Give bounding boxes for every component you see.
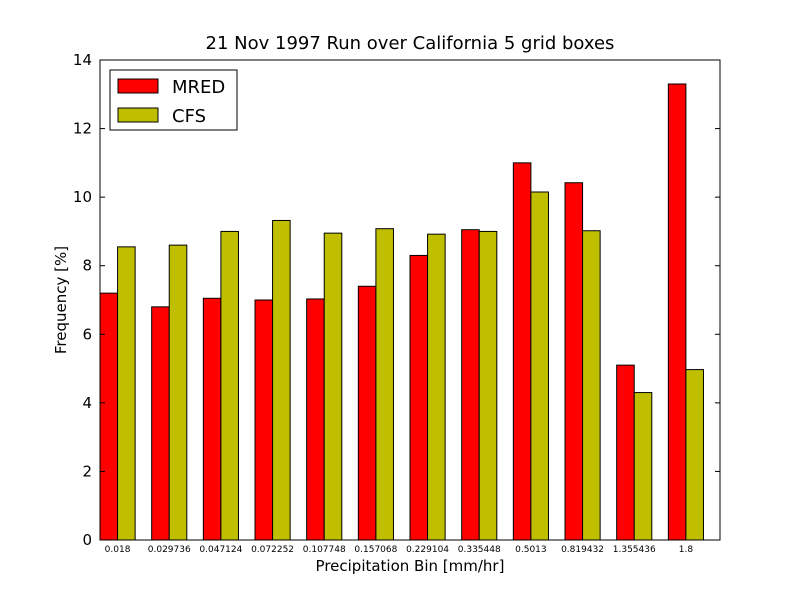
x-tick-label: 0.335448 bbox=[458, 545, 501, 555]
x-tick-label: 0.157068 bbox=[354, 545, 397, 555]
bar-cfs-5 bbox=[375, 228, 394, 541]
bar-mred-4 bbox=[306, 298, 325, 541]
bar-cfs-7 bbox=[478, 230, 498, 541]
bar-mred-9 bbox=[564, 182, 584, 541]
x-tick-label: 0.047124 bbox=[199, 545, 242, 555]
y-tick-label: 14 bbox=[73, 51, 92, 69]
bar-cfs-6 bbox=[427, 233, 446, 541]
x-tick-label: 0.072252 bbox=[251, 545, 294, 555]
bar-mred-5 bbox=[357, 285, 377, 541]
x-tick-label: 0.229104 bbox=[406, 545, 449, 555]
bar-cfs-2 bbox=[220, 230, 239, 541]
x-tick-label: 0.107748 bbox=[303, 545, 346, 555]
chart-title: 21 Nov 1997 Run over California 5 grid b… bbox=[206, 33, 615, 54]
legend-label-mred: MRED bbox=[172, 77, 225, 98]
bar-mred-6 bbox=[409, 254, 429, 541]
bar-mred-1 bbox=[151, 306, 170, 541]
bar-cfs-0 bbox=[117, 246, 136, 541]
x-tick-label: 1.355436 bbox=[613, 545, 656, 555]
bar-cfs-3 bbox=[272, 219, 291, 541]
bars bbox=[99, 83, 704, 541]
bar-mred-7 bbox=[461, 229, 480, 541]
bar-mred-11 bbox=[667, 83, 687, 541]
y-axis: 0 2 4 6 8 10 12 14 bbox=[73, 51, 720, 549]
bar-cfs-4 bbox=[323, 232, 343, 541]
x-axis: 0.018 0.029736 0.047124 0.072252 0.107748 0.1… bbox=[105, 545, 694, 555]
bar-cfs-9 bbox=[582, 230, 601, 541]
bar-mred-10 bbox=[616, 364, 635, 541]
y-tick-label: 12 bbox=[73, 120, 92, 138]
legend-swatch-cfs bbox=[117, 107, 159, 123]
bar-cfs-8 bbox=[530, 191, 549, 541]
bar-cfs-1 bbox=[168, 244, 188, 541]
bar-cfs-10 bbox=[633, 392, 653, 541]
x-tick-label: 0.819432 bbox=[561, 545, 604, 555]
bar-mred-3 bbox=[254, 299, 274, 541]
x-tick-label: 0.018 bbox=[105, 545, 131, 555]
legend-swatch-mred bbox=[117, 78, 159, 94]
x-tick-label: 0.5013 bbox=[515, 545, 547, 555]
bar-mred-0 bbox=[99, 292, 119, 541]
plot-frame bbox=[99, 59, 721, 541]
y-tick-label: 6 bbox=[82, 325, 92, 343]
y-tick-label: 0 bbox=[82, 531, 92, 549]
bar-cfs-11 bbox=[685, 369, 704, 541]
y-tick-label: 4 bbox=[82, 394, 92, 412]
legend-label-cfs: CFS bbox=[172, 106, 206, 127]
y-tick-label: 10 bbox=[73, 188, 92, 206]
x-tick-label: 1.8 bbox=[679, 545, 694, 555]
bar-mred-8 bbox=[512, 162, 532, 541]
x-tick-label: 0.029736 bbox=[148, 545, 191, 555]
bar-mred-2 bbox=[202, 297, 222, 541]
y-axis-label: Frequency [%] bbox=[52, 246, 70, 354]
y-tick-label: 2 bbox=[82, 462, 92, 480]
legend: MRED CFS bbox=[109, 69, 238, 131]
x-axis-label: Precipitation Bin [mm/hr] bbox=[316, 557, 505, 575]
y-tick-label: 8 bbox=[82, 257, 92, 275]
